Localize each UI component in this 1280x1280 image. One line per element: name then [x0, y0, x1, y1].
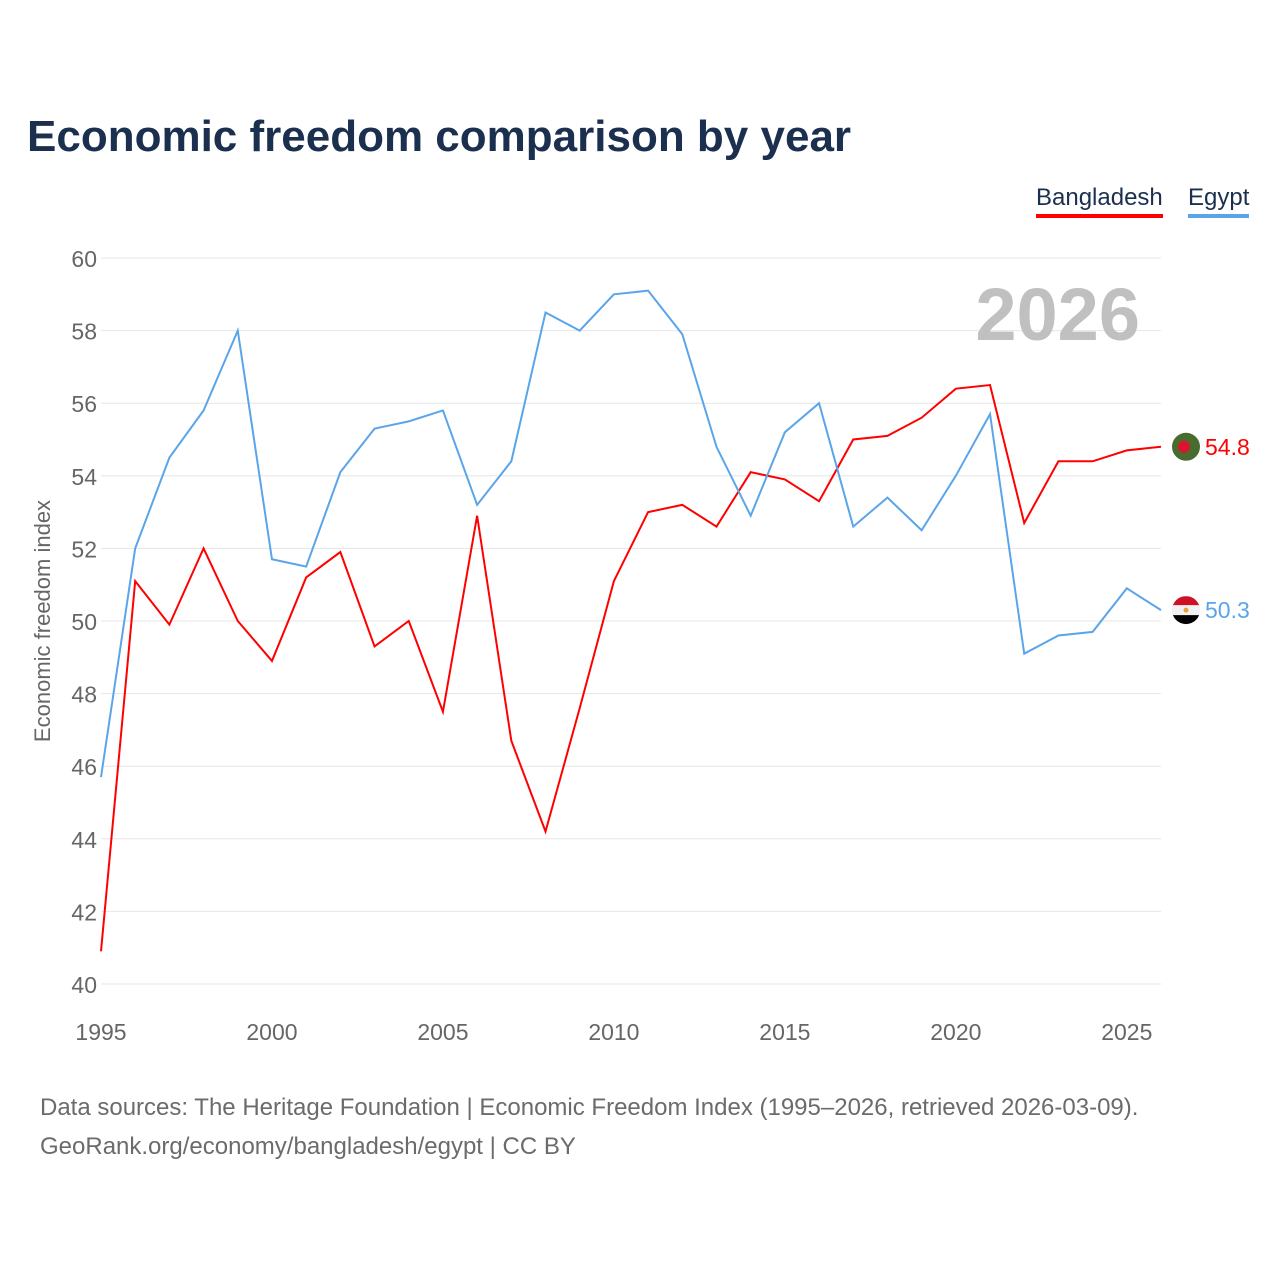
y-tick-label: 44: [71, 827, 97, 853]
x-tick-label: 2015: [759, 1019, 810, 1045]
source-note: Data sources: The Heritage Foundation | …: [40, 1088, 1138, 1166]
source-line-1: Data sources: The Heritage Foundation | …: [40, 1094, 1139, 1121]
series-line-egypt: [100, 289, 1162, 778]
end-value-label-egypt: 50.3: [1205, 597, 1250, 623]
y-tick-label: 48: [71, 682, 97, 708]
flag-icon-egypt: [1172, 596, 1200, 625]
x-tick-label: 2010: [588, 1019, 639, 1045]
x-tick-label: 2020: [930, 1019, 981, 1045]
end-value-label-bangladesh: 54.8: [1205, 434, 1250, 460]
y-tick-label: 58: [71, 319, 97, 345]
y-tick-label: 46: [71, 754, 97, 780]
year-watermark: 2026: [975, 273, 1140, 356]
chart-title: Economic freedom comparison by year: [27, 112, 852, 161]
y-tick-label: 56: [71, 391, 97, 417]
x-tick-label: 2005: [417, 1019, 468, 1045]
x-tick-label: 2025: [1101, 1019, 1152, 1045]
y-tick-label: 50: [71, 609, 97, 635]
flag-icon-bangladesh: [1172, 432, 1200, 461]
y-axis-label: Economic freedom index: [30, 500, 55, 742]
y-tick-label: 40: [71, 972, 97, 998]
y-tick-label: 54: [71, 464, 97, 490]
y-tick-label: 60: [71, 246, 97, 272]
x-tick-label: 2000: [246, 1019, 297, 1045]
source-line-2: GeoRank.org/economy/bangladesh/egypt | C…: [40, 1133, 576, 1160]
legend-egypt[interactable]: Egypt: [1188, 184, 1250, 218]
series-line-bangladesh: [100, 383, 1162, 952]
y-tick-label: 42: [71, 899, 97, 925]
legend-bangladesh[interactable]: Bangladesh: [1036, 184, 1163, 218]
y-tick-label: 52: [71, 536, 97, 562]
x-tick-label: 1995: [75, 1019, 126, 1045]
